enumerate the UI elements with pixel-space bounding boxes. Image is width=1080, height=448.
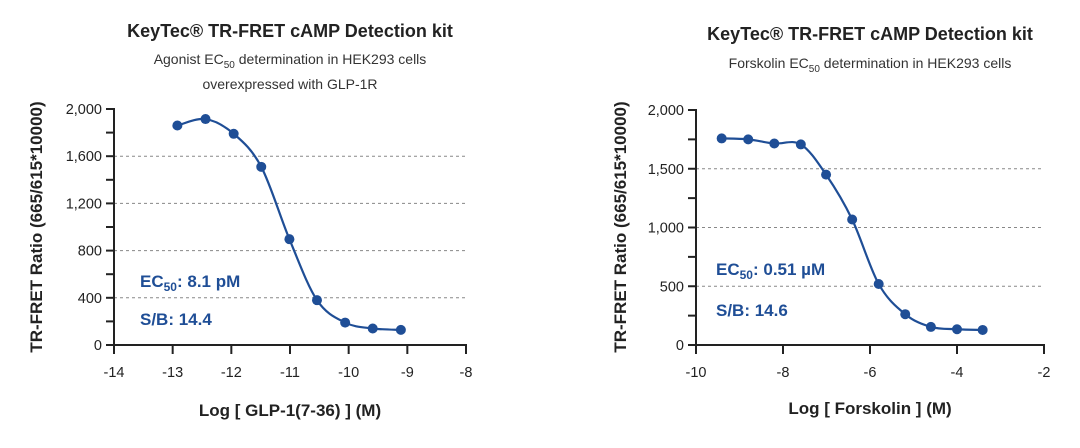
y-tick-label: 1,500: [648, 162, 684, 178]
data-point: [284, 234, 295, 245]
x-tick-label: -4: [951, 365, 964, 381]
data-point: [769, 138, 780, 149]
y-tick-label: 2,000: [66, 102, 102, 118]
data-point: [900, 309, 911, 320]
x-axis-label: Log [ GLP-1(7-36) ] (M): [199, 401, 381, 420]
x-tick-label: -10: [338, 365, 359, 381]
y-tick-label: 1,600: [66, 149, 102, 165]
x-tick-label: -6: [864, 365, 877, 381]
data-point: [873, 279, 884, 290]
x-tick-label: -8: [460, 365, 473, 381]
y-tick-label: 2,000: [648, 103, 684, 119]
y-tick-label: 0: [94, 338, 102, 354]
data-point: [367, 323, 378, 334]
y-axis-label: TR-FRET Ratio (665/615*10000): [27, 101, 46, 352]
x-tick-label: -12: [221, 365, 242, 381]
data-point: [311, 295, 322, 306]
chart-subtitle-line2: overexpressed with GLP-1R: [202, 76, 377, 92]
x-tick-label: -13: [162, 365, 183, 381]
x-tick-label: -8: [777, 365, 790, 381]
data-point: [340, 317, 351, 328]
chart-subtitle-line1: Agonist EC50 determination in HEK293 cel…: [154, 51, 427, 71]
x-tick-label: -14: [104, 365, 125, 381]
data-point: [395, 324, 406, 335]
y-tick-label: 800: [78, 244, 102, 260]
data-point: [795, 139, 806, 150]
chart-subtitle-line1: Forskolin EC50 determination in HEK293 c…: [729, 55, 1012, 75]
x-tick-label: -9: [401, 365, 414, 381]
data-point: [228, 128, 239, 139]
data-point: [847, 214, 858, 225]
data-point: [952, 324, 962, 335]
sb-annotation: S/B: 14.4: [140, 310, 212, 329]
data-point: [821, 169, 832, 180]
x-tick-label: -2: [1038, 365, 1051, 381]
y-tick-label: 0: [676, 338, 684, 354]
data-point: [977, 324, 988, 335]
data-point: [256, 161, 267, 172]
y-axis-label: TR-FRET Ratio (665/615*10000): [611, 101, 630, 352]
x-tick-label: -10: [686, 365, 707, 381]
data-point: [743, 134, 754, 145]
plot-area: 0 500 1,000 1,500 2,000 -10 -8 -6 -4 -2: [648, 103, 1051, 381]
data-point: [200, 114, 211, 125]
sb-annotation: S/B: 14.6: [716, 301, 788, 320]
y-tick-label: 1,000: [648, 221, 684, 237]
data-point: [172, 120, 183, 131]
y-tick-label: 400: [78, 291, 102, 307]
x-tick-label: -11: [280, 365, 300, 381]
x-axis-label: Log [ Forskolin ] (M): [788, 399, 951, 418]
ec50-annotation: EC50: 8.1 pM: [140, 272, 240, 294]
data-point: [925, 321, 936, 332]
y-tick-label: 1,200: [66, 196, 102, 212]
ec50-annotation: EC50: 0.51 µM: [716, 260, 825, 282]
chart-left: KeyTec® TR-FRET cAMP Detection kit Agoni…: [27, 21, 472, 420]
chart-right: KeyTec® TR-FRET cAMP Detection kit Forsk…: [611, 24, 1050, 418]
plot-area: 0 400 800 1,200 1,600 2,000 -14 -13 -12 -11 -10 -9 -…: [66, 102, 473, 381]
chart-title: KeyTec® TR-FRET cAMP Detection kit: [127, 21, 453, 41]
y-tick-label: 500: [660, 279, 684, 295]
chart-title: KeyTec® TR-FRET cAMP Detection kit: [707, 24, 1033, 44]
data-point: [716, 133, 727, 144]
